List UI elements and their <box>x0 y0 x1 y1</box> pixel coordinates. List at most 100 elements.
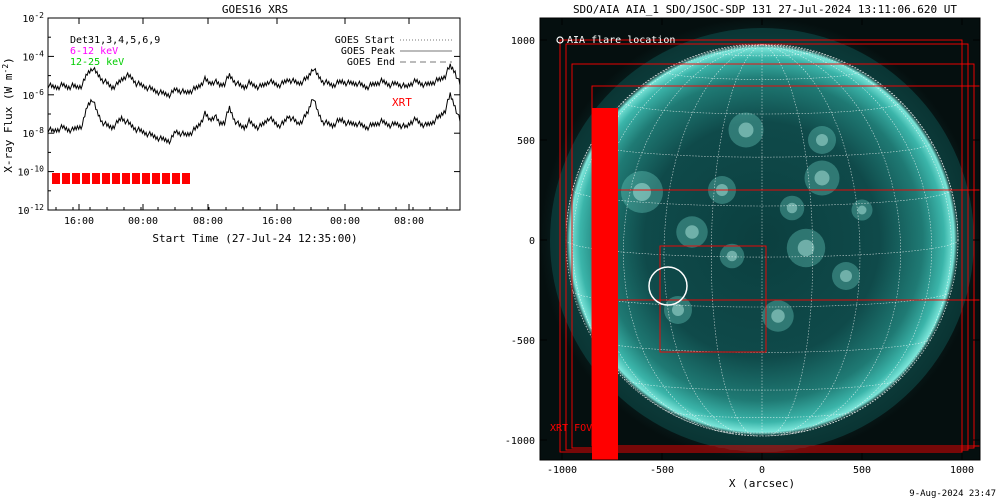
goes-x-tick-label: 16:00 <box>262 216 292 227</box>
aia-x-axis: -1000 -500 0 500 1000 <box>547 18 974 476</box>
goes-lower-flux-curve <box>48 92 460 146</box>
aia-xrt-fov-rect <box>659 245 767 353</box>
legend-goes-peak: GOES Peak <box>341 46 395 57</box>
aia-grid-longitude <box>761 44 901 436</box>
aia-active-region <box>621 171 663 213</box>
goes-red-segment <box>92 173 100 184</box>
goes-red-segment <box>132 173 140 184</box>
aia-active-region <box>676 216 708 248</box>
goes-red-segment <box>172 173 180 184</box>
aia-grid-longitude <box>761 44 952 426</box>
aia-x-axis-label: X (arcsec) <box>729 477 795 490</box>
goes-y-tick-label: 10-6 <box>22 88 44 102</box>
aia-y-tick-label: -500 <box>511 336 535 347</box>
goes-red-segment <box>112 173 120 184</box>
aia-y-tick-label: 500 <box>517 136 535 147</box>
goes-title: GOES16 XRS <box>222 3 288 16</box>
aia-active-region <box>786 228 826 268</box>
aia-grid-longitude <box>711 44 763 437</box>
aia-active-region <box>719 243 745 269</box>
aia-x-tick-label: 1000 <box>950 465 974 476</box>
aia-active-region-core <box>857 205 867 215</box>
goes-y-tick-label: 10-4 <box>22 49 44 63</box>
aia-grid-longitude <box>572 44 763 426</box>
aia-legend-label: AIA flare location <box>567 35 675 46</box>
aia-active-region-core <box>797 239 815 257</box>
goes-x-axis-label: Start Time (27-Jul-24 12:35:00) <box>152 232 357 245</box>
goes-y-tick-label: 10-2 <box>22 11 44 25</box>
aia-grid-longitude <box>663 44 763 436</box>
goes-red-segment <box>182 173 190 184</box>
aia-timestamp: 9-Aug-2024 23:47 <box>909 489 996 499</box>
legend-goes-start: GOES Start <box>335 35 395 46</box>
goes-x-tick-label: 00:00 <box>128 216 158 227</box>
aia-x-tick-label: 0 <box>759 465 765 476</box>
goes-red-segment <box>82 173 90 184</box>
aia-active-region-core <box>672 304 684 316</box>
goes-red-segment <box>152 173 160 184</box>
aia-y-tick-label: 0 <box>529 236 535 247</box>
goes-red-segment <box>52 173 60 184</box>
aia-active-region <box>779 195 805 221</box>
goes-x-tick-label: 08:00 <box>394 216 424 227</box>
legend-band-12-25: 12-25 keV <box>70 57 124 68</box>
goes-red-segment <box>102 173 110 184</box>
goes-red-segment <box>122 173 130 184</box>
aia-xrt-fov-label: XRT FOV <box>550 423 592 434</box>
goes-red-segment <box>162 173 170 184</box>
goes-upper-flux-curve <box>48 63 460 100</box>
aia-y-tick-label: 1000 <box>511 36 535 47</box>
aia-active-region <box>728 112 764 148</box>
aia-active-region <box>808 126 836 154</box>
aia-xrt-fov-rect <box>571 63 975 449</box>
goes-x-tick-label: 00:00 <box>330 216 360 227</box>
legend-band-6-12: 6-12 keV <box>70 46 118 57</box>
aia-active-region-core <box>840 270 852 282</box>
goes-x-axis: 16:00 00:00 08:00 16:00 00:00 08:00 <box>55 18 448 227</box>
goes-panel: GOES16 XRS 10-12 10-10 10-8 10-6 10-4 10-2 16… <box>1 3 461 245</box>
aia-active-region <box>832 262 860 290</box>
aia-flare-location-marker <box>648 266 688 306</box>
goes-red-segment <box>72 173 80 184</box>
aia-active-region <box>804 160 840 196</box>
goes-red-segment <box>62 173 70 184</box>
aia-active-region-core <box>814 170 830 186</box>
aia-panel: SDO/AIA AIA_1 SDO/JSOC-SDP 131 27-Jul-20… <box>505 3 996 499</box>
aia-legend-circle-icon <box>556 36 564 44</box>
legend-detectors: Det31,3,4,5,6,9 <box>70 35 160 46</box>
goes-y-tick-label: 10-8 <box>22 126 44 140</box>
aia-x-tick-label: -1000 <box>547 465 577 476</box>
aia-grid-longitude <box>761 44 861 436</box>
aia-xrt-fov-rect <box>565 43 969 451</box>
goes-y-tick-label: 10-12 <box>18 203 45 217</box>
aia-grid-longitude <box>761 44 933 435</box>
aia-y-axis: -1000 -500 0 500 1000 <box>505 36 980 447</box>
aia-plot-frame <box>539 17 981 461</box>
goes-red-coverage-bar <box>52 173 190 184</box>
aia-active-region-core <box>771 309 785 323</box>
goes-x-tick-label: 08:00 <box>193 216 223 227</box>
goes-x-tick-label: 16:00 <box>64 216 94 227</box>
goes-xrt-label: XRT <box>392 96 412 109</box>
aia-grid-longitude <box>623 44 763 436</box>
aia-active-region-core <box>633 183 651 201</box>
aia-y-tick-label: -1000 <box>505 436 535 447</box>
aia-x-tick-label: 500 <box>853 465 871 476</box>
aia-grid-latitude <box>711 51 813 57</box>
goes-y-axis-label: X-ray Flux (W m-2) <box>1 57 15 173</box>
aia-active-region-core <box>816 134 828 146</box>
aia-image <box>540 18 980 460</box>
aia-active-region <box>664 296 692 324</box>
aia-grid-latitude <box>714 429 810 434</box>
goes-y-tick-label: 10-10 <box>18 165 45 179</box>
aia-active-region <box>762 300 794 332</box>
aia-xrt-fov-rect <box>559 39 963 453</box>
aia-active-region-core <box>738 122 754 138</box>
legend-goes-end: GOES End <box>347 57 395 68</box>
goes-y-axis: 10-12 10-10 10-8 10-6 10-4 10-2 <box>18 11 460 217</box>
aia-grid-latitude <box>592 338 932 353</box>
aia-grid-longitude <box>761 44 813 437</box>
aia-x-tick-label: -500 <box>650 465 674 476</box>
aia-active-region-core <box>685 225 699 239</box>
